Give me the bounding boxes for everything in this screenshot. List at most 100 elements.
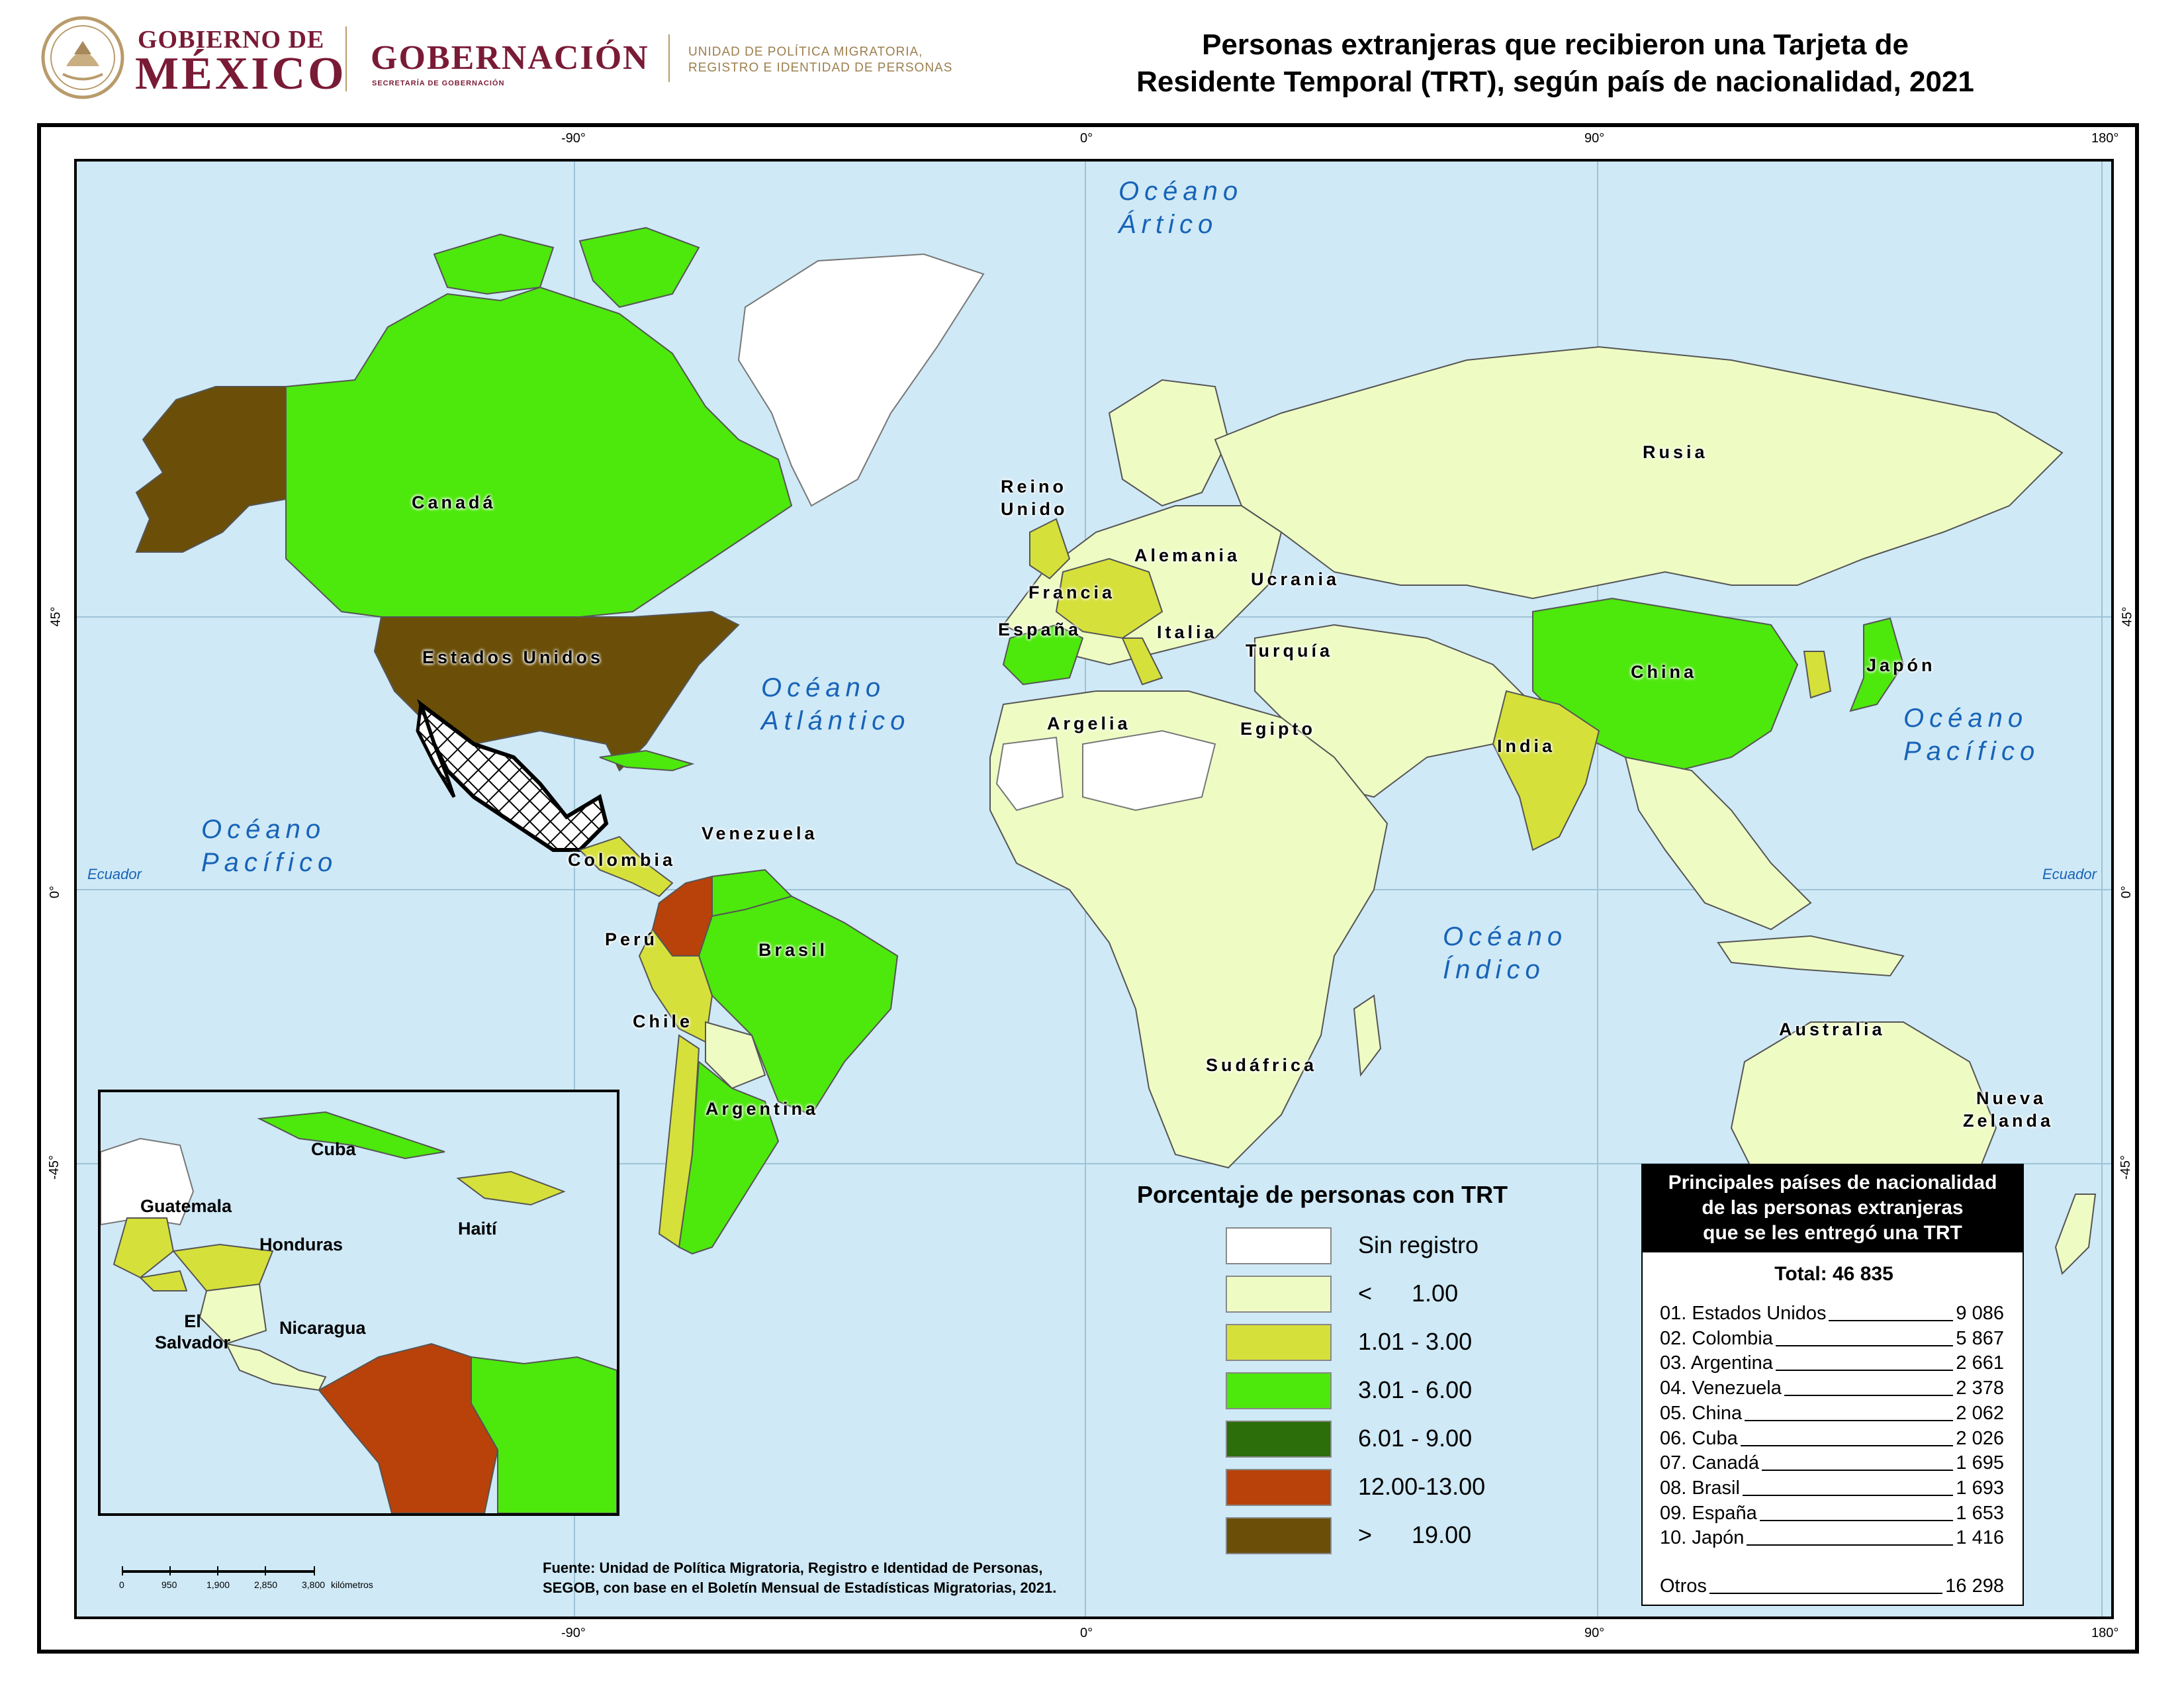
central-america-shape [578,835,674,898]
map-title-line2: Residente Temporal (TRT), según país de … [1136,66,1974,98]
se-asia-shape [1624,756,1812,931]
ranking-country: 02. Colombia [1660,1327,1776,1350]
ocean-pacific-west-line1: Océano [201,815,326,844]
scale-tick-1 [169,1566,171,1575]
ranking-leader-line [1660,1470,2004,1472]
label-brasil: Brasil [758,940,829,960]
ranking-country: 01. Estados Unidos [1660,1303,1829,1325]
argentina-shape [678,1060,780,1255]
inset-haiti-shape [456,1170,566,1206]
ranking-value: 16 298 [1942,1575,2004,1597]
ocean-pacific-east: Océano Pacífico [1903,702,2040,768]
label-nz-1: Nueva [1976,1088,2047,1108]
ranking-value: 1 695 [1953,1452,2004,1475]
inset-label-elsalvador-line2: Salvador [155,1333,231,1352]
ranking-header-line2: de las personas extranjeras [1702,1197,1964,1219]
lon-label-bottom-w90: -90° [561,1626,586,1640]
scale-label-2: 1,900 [206,1579,230,1590]
ranking-row: 03. Argentina 2 661 [1660,1352,2004,1376]
ranking-header: Principales países de nacionalidad de la… [1643,1165,2023,1252]
inset-map-caribbean: Cuba Guatemala Honduras Haití El Salvado… [98,1090,619,1516]
ranking-value: 1 416 [1953,1527,2004,1550]
greenland-shape [737,253,985,507]
inset-guatemala-shape [113,1217,175,1279]
legend-label: Sin registro [1358,1231,1479,1258]
legend-swatch [1226,1421,1332,1458]
label-argelia: Argelia [1047,714,1131,733]
lat-label-left-45: 45° [48,606,64,627]
inset-costarica-panama-shape [225,1342,327,1391]
scale-label-1: 950 [161,1579,177,1590]
gov-line2: MÉXICO [135,48,347,99]
scale-label-0: 0 [119,1579,124,1590]
spain-shape [1002,624,1084,686]
ocean-atlantic: Océano Atlántico [761,671,910,737]
ocean-arctic-line2: Ártico [1118,210,1218,239]
ocean-arctic-line1: Océano [1118,177,1244,206]
label-peru: Perú [605,929,659,949]
legend-label: < 1.00 [1358,1280,1459,1307]
ranking-value: 9 086 [1953,1303,2004,1325]
ranking-header-line1: Principales países de nacionalidad [1668,1172,1997,1194]
scandinavia-shape [1108,379,1230,507]
label-turquia: Turquía [1246,641,1333,661]
japan-shape [1849,617,1905,712]
ranking-row: Otros 16 298 [1660,1575,2004,1599]
equator-label-left: Ecuador [87,866,142,882]
lon-label-bottom-90: 90° [1584,1626,1605,1640]
header-divider [345,26,347,91]
ranking-value: 5 867 [1953,1327,2004,1350]
label-ucrania: Ucrania [1251,569,1340,589]
legend-swatch [1226,1324,1332,1361]
ranking-leader-line [1660,1419,2004,1421]
bolivia-shape [705,1021,766,1090]
ranking-row: 08. Brasil 1 693 [1660,1477,2004,1501]
header-divider-2 [668,34,670,82]
inset-map-graphic [101,1111,617,1513]
source-line1: Fuente: Unidad de Política Migratoria, R… [543,1560,1043,1576]
inset-label-elsalvador: El Salvador [155,1311,230,1353]
legend-label: 6.01 - 9.00 [1358,1425,1473,1452]
ranking-total: Total: 46 835 [1774,1263,1893,1285]
ranking-row: 04. Venezuela 2 378 [1660,1378,2004,1401]
ranking-country: 08. Brasil [1660,1477,1743,1499]
mexico-shape [417,698,609,852]
indonesia-shape [1717,935,1905,977]
inset-honduras-shape [172,1243,274,1292]
ranking-row: 02. Colombia 5 867 [1660,1327,2004,1352]
canada-islands-shape-2 [578,226,700,308]
label-japon: Japón [1866,655,1936,675]
ranking-leader-line [1660,1444,2004,1446]
legend-title: Porcentaje de personas con TRT [1137,1181,1508,1208]
label-espana: España [998,620,1082,639]
inset-label-elsalvador-line1: El [184,1311,201,1331]
label-chile: Chile [633,1011,694,1031]
ranking-leader-line [1660,1344,2004,1346]
label-argentina: Argentina [705,1099,819,1119]
lat-label-right-0: 0° [2119,885,2134,899]
inset-label-guatemala: Guatemala [140,1196,232,1216]
ranking-country: 06. Cuba [1660,1427,1741,1450]
inset-yucatan-shape [101,1137,195,1226]
ranking-leader-line [1660,1370,2004,1372]
label-australia: Australia [1779,1019,1886,1039]
label-reino-2: Unido [1001,499,1068,519]
ranking-country: 10. Japón [1660,1527,1747,1550]
lon-label-top-w90: -90° [561,131,586,146]
ocean-indian-line1: Océano [1443,922,1568,951]
inset-label-nicaragua: Nicaragua [279,1318,366,1338]
unit-line1: UNIDAD DE POLÍTICA MIGRATORIA, [688,45,923,59]
lon-label-top-180: 180° [2091,131,2119,146]
ranking-leader-line [1660,1494,2004,1496]
equator-label-right: Ecuador [2042,866,2097,882]
ranking-country: 07. Canadá [1660,1452,1762,1475]
baja-california-shape [416,704,456,798]
inset-venezuela-shape [471,1356,617,1513]
ranking-value: 1 693 [1953,1477,2004,1499]
ranking-leader-line [1660,1395,2004,1397]
scale-unit: kilómetros [331,1579,373,1590]
map-title: Personas extranjeras que recibieron una … [1032,26,2078,101]
lon-label-top-90: 90° [1584,131,1605,146]
label-india: India [1497,736,1556,756]
inset-nicaragua-shape [199,1283,267,1345]
